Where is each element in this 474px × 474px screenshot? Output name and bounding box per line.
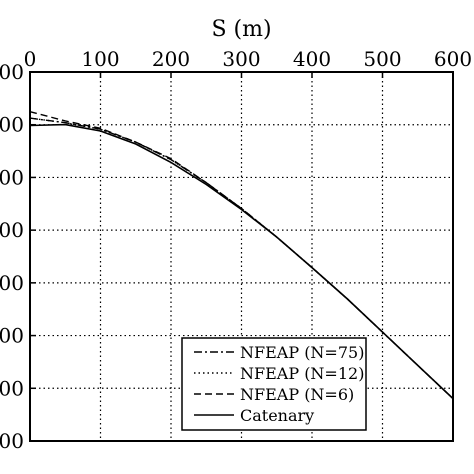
y-tick-label: 000 <box>0 429 24 453</box>
x-axis-title: S (m) <box>211 17 271 42</box>
y-tick-label: 000 <box>0 113 24 137</box>
legend-label: NFEAP (N=75) <box>240 343 364 362</box>
series-line-3 <box>29 123 454 400</box>
y-tick-label: 000 <box>0 271 24 295</box>
legend-label: NFEAP (N=12) <box>240 364 364 383</box>
series-lines <box>29 111 454 400</box>
y-tick-label: 000 <box>0 60 24 84</box>
y-tick-label: 000 <box>0 218 24 242</box>
x-tick-label: 200 <box>152 47 190 71</box>
x-tick-label: 100 <box>81 47 119 71</box>
x-tick-label: 0 <box>24 47 37 71</box>
legend-label: NFEAP (N=6) <box>240 385 354 404</box>
x-tick-label: 600 <box>434 47 472 71</box>
legend: NFEAP (N=75) NFEAP (N=12) NFEAP (N=6) Caten… <box>181 337 367 431</box>
axis-ticks: 0 100 200 300 400 500 600 000 000 000 000 000 000 000… <box>0 47 472 453</box>
y-tick-label: 000 <box>0 165 24 189</box>
x-tick-label: 500 <box>363 47 401 71</box>
y-tick-label: 000 <box>0 376 24 400</box>
y-tick-label: 000 <box>0 324 24 348</box>
x-tick-label: 400 <box>293 47 331 71</box>
legend-label: Catenary <box>240 406 314 425</box>
x-tick-label: 300 <box>222 47 260 71</box>
